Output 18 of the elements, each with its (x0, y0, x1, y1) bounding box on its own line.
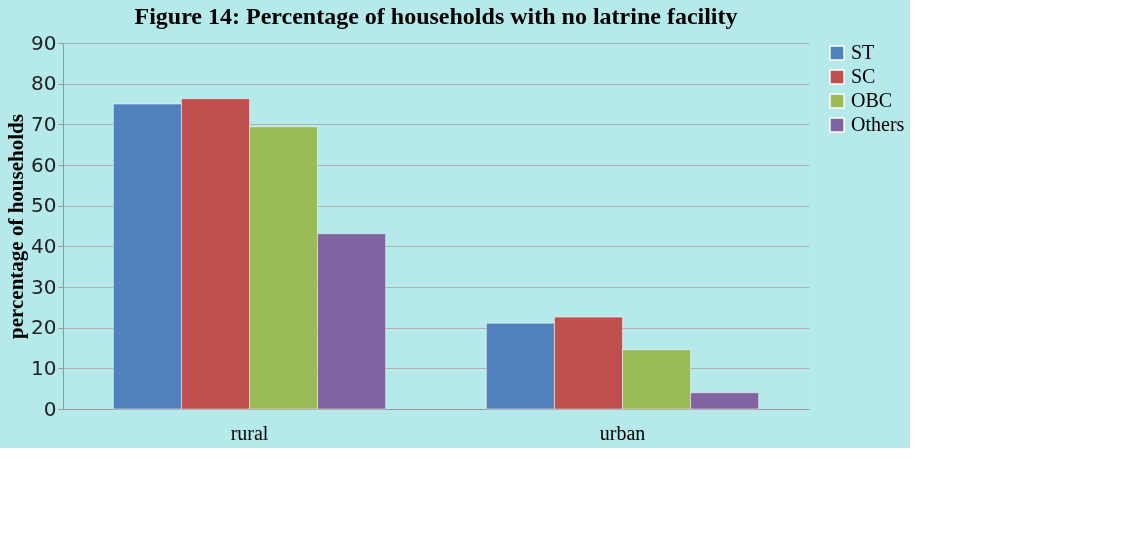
x-tick-label: urban (599, 421, 646, 444)
legend-label: OBC (851, 89, 893, 111)
y-tick-label: 90 (31, 30, 57, 55)
y-tick-label: 0 (43, 396, 57, 421)
x-tick-label: rural (230, 421, 269, 444)
legend-label: ST (851, 41, 875, 63)
y-tick-label: 10 (31, 355, 57, 380)
y-tick-label: 80 (31, 71, 57, 96)
y-tick-label: 30 (31, 274, 57, 299)
y-tick-label: 50 (31, 193, 57, 218)
legend-label: Others (851, 113, 905, 135)
chart-title: Figure 14: Percentage of households with no latrine facility (134, 3, 738, 29)
y-tick-label: 20 (31, 315, 57, 340)
y-tick-label: 60 (31, 152, 57, 177)
y-tick-label: 70 (31, 111, 57, 136)
y-tick-label: 40 (31, 233, 57, 258)
y-axis-title: percentage of households (4, 114, 29, 339)
legend-label: SC (851, 65, 876, 87)
